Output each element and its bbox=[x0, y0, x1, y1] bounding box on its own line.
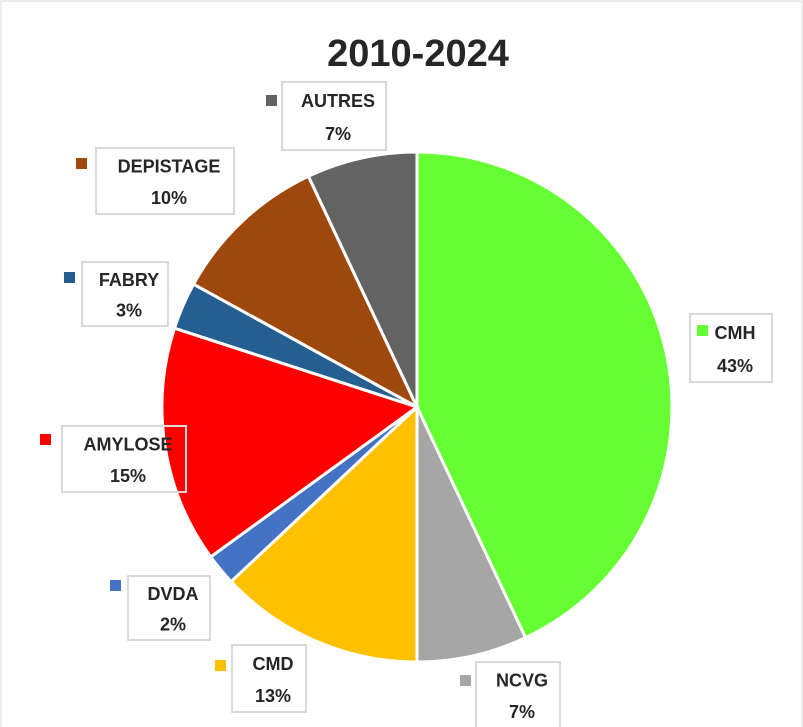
label-box bbox=[95, 147, 235, 215]
slice-value-label: 7% bbox=[325, 124, 351, 144]
slice-name: DEPISTAGE bbox=[118, 157, 221, 177]
label-box bbox=[281, 81, 387, 151]
slice-value-label: 43% bbox=[717, 356, 753, 376]
pie-slice bbox=[160, 326, 421, 559]
slice-name: NCVG bbox=[496, 671, 548, 691]
slice-name: DVDA bbox=[147, 584, 198, 604]
pie-slice bbox=[415, 406, 528, 664]
slice-value-label: 13% bbox=[255, 686, 291, 706]
legend-marker bbox=[697, 325, 708, 336]
pie-slice bbox=[306, 150, 419, 408]
label-box bbox=[127, 575, 211, 641]
slice-name: CMD bbox=[253, 654, 294, 674]
chart-title: 2010-2024 bbox=[327, 33, 509, 75]
legend-marker bbox=[266, 95, 277, 106]
label-box bbox=[231, 644, 307, 713]
slice-value-label: 10% bbox=[151, 188, 187, 208]
legend-marker bbox=[64, 272, 75, 283]
legend-marker bbox=[460, 675, 471, 686]
label-box bbox=[81, 261, 169, 327]
label-box bbox=[689, 313, 773, 383]
legend-marker bbox=[40, 434, 51, 445]
legend-marker bbox=[76, 158, 87, 169]
label-box bbox=[61, 425, 187, 493]
slice-value-label: 2% bbox=[160, 615, 186, 635]
pie-slice bbox=[415, 150, 674, 640]
pie-slice bbox=[228, 403, 419, 664]
slice-name: FABRY bbox=[99, 270, 159, 290]
slice-name: AUTRES bbox=[301, 91, 375, 111]
slice-name: CMH bbox=[715, 323, 756, 343]
legend-marker bbox=[110, 580, 121, 591]
slice-value-label: 3% bbox=[116, 301, 142, 321]
slice-value-label: 7% bbox=[509, 702, 535, 722]
pie-slice bbox=[191, 174, 421, 411]
slice-name: AMYLOSE bbox=[83, 435, 172, 455]
slice-value-label: 15% bbox=[110, 466, 146, 486]
label-box bbox=[475, 661, 561, 727]
legend-marker bbox=[215, 660, 226, 671]
